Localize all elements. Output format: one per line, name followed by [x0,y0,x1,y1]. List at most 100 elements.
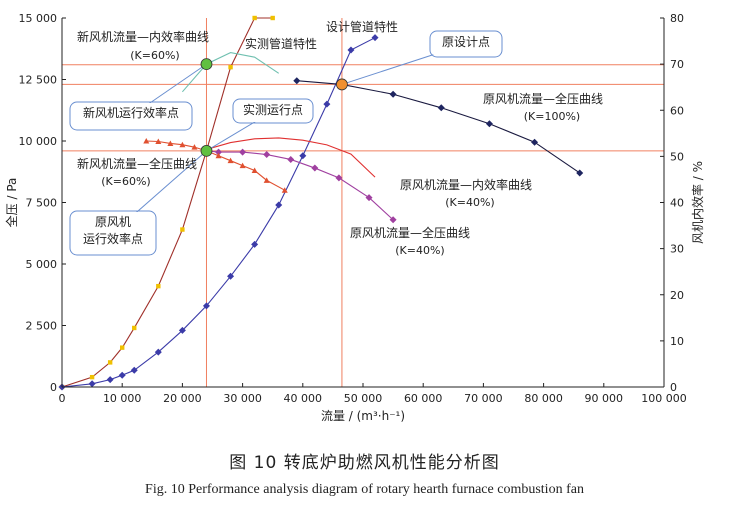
data-point [88,380,96,388]
y-right-tick-label: 30 [670,243,684,256]
data-point [371,34,379,42]
measured-point-callout: 实测运行点 [206,98,314,152]
series-line [181,52,280,93]
data-point [132,325,137,331]
data-point [293,77,301,85]
y-left-axis-label: 全压 / Pa [4,178,19,228]
callout-fill [71,212,155,254]
figure-caption-cn: 图 10 转底炉助燃风机性能分析图 [229,453,500,473]
x-tick-label: 100 000 [641,392,687,405]
data-point [263,177,270,183]
data-point [130,366,138,374]
callout-fill [431,32,501,56]
y-left-tick-label: 10 000 [19,135,58,148]
data-point [239,148,247,156]
callout-text: 新风机运行效率点 [83,105,179,120]
series-line [61,17,273,388]
data-point [281,187,288,193]
label-design-curve: 设计管道特性 [326,19,398,34]
label-old-eff-k: (K=40%) [445,196,494,209]
callout-text: 运行效率点 [83,231,143,246]
axes: 0 10 000 20 000 30 000 40 000 50 000 60 000 70 … [4,12,705,423]
callout-text: 原设计点 [442,35,490,49]
data-point [227,272,235,280]
data-point [227,157,234,164]
data-point [485,120,493,128]
data-point [347,46,355,54]
data-point [576,169,584,177]
label-old-eff-title: 原风机流量—内效率曲线 [400,177,532,192]
figure-caption-en: Fig. 10 Performance analysis diagram of … [145,482,584,497]
data-point [215,148,223,156]
data-point [228,65,233,70]
series-layer [58,15,584,391]
x-tick-label: 60 000 [404,392,443,405]
callout-text: 原风机 [95,215,131,229]
data-point [143,138,150,144]
label-new-pressure-title: 新风机流量—全压曲线 [77,156,197,171]
data-point [202,302,210,310]
data-point [263,151,271,159]
data-point [287,155,295,163]
data-point [270,15,275,21]
operating-point [200,58,213,71]
design-point-callout: 原设计点 [341,30,503,85]
data-point [275,201,283,209]
label-new-eff-k: (K=60%) [130,49,179,62]
x-axis-label: 流量 / (m³·h⁻¹) [321,409,405,423]
data-point [311,164,319,172]
y-right-tick-label: 10 [670,335,684,348]
data-point [178,326,186,334]
data-point [154,348,162,356]
chart-area: 0 10 000 20 000 30 000 40 000 50 000 60 000 70 … [4,12,705,423]
y-right-tick-label: 50 [670,150,684,163]
series-5 [206,137,376,178]
y-left-tick-label: 7 500 [26,197,58,210]
y-left-tick-label: 5 000 [26,258,58,271]
data-point [120,345,125,350]
data-point [156,283,161,289]
data-point [107,360,113,365]
y-right-tick-label: 60 [670,104,684,117]
data-point [389,216,397,224]
y-left-tick-label: 15 000 [19,12,58,25]
data-point [215,152,222,159]
series-3 [202,147,397,224]
label-old-pressure100-k: (K=100%) [524,110,580,123]
series-0 [59,15,275,390]
data-point [251,240,259,248]
data-point [239,162,246,169]
series-line [206,137,376,178]
data-point [167,140,174,146]
operating-point [336,78,348,91]
data-point [335,174,343,182]
series-6 [181,52,280,93]
data-point [252,15,257,21]
label-old-pressure40-k: (K=40%) [395,244,444,257]
data-point [531,138,539,146]
y-left-tick-label: 2 500 [26,320,58,333]
y-right-tick-label: 70 [670,58,684,71]
operating-points [200,58,348,157]
data-point [180,227,185,232]
callout-fill [71,103,191,129]
y-left-tick-label: 0 [50,381,57,394]
data-point [155,138,162,144]
y-right-axis-label: 风机内效率 / % [690,161,705,244]
data-point [437,104,445,112]
y-right-tick-label: 0 [670,381,677,394]
x-tick-label: 70 000 [464,392,503,405]
x-tick-label: 0 [59,392,66,405]
data-point [106,376,114,384]
series-1 [58,34,379,391]
operating-point [200,144,213,157]
data-point [191,144,198,150]
x-tick-label: 90 000 [585,392,624,405]
data-point [118,371,126,379]
x-tick-label: 30 000 [223,392,262,405]
y-left-tick-label: 12 500 [19,74,58,87]
data-point [179,141,186,148]
label-measured-curve: 实测管道特性 [245,36,317,51]
